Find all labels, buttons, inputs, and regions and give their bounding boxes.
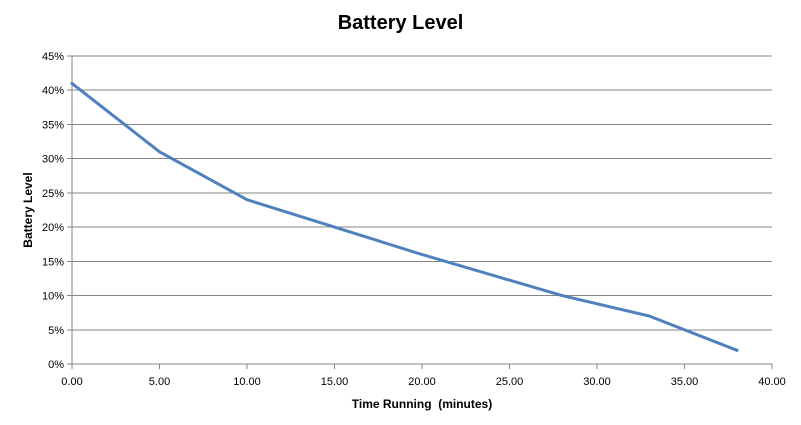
y-tick-label: 25% [42, 188, 64, 200]
x-tick-label: 0.00 [61, 376, 82, 388]
y-tick-label: 15% [42, 256, 64, 268]
y-tick-label: 45% [42, 51, 64, 63]
x-tick-label: 10.00 [233, 376, 261, 388]
x-tick-label: 5.00 [149, 376, 170, 388]
data-point [70, 81, 74, 85]
data-point [735, 348, 739, 352]
chart-title: Battery Level [337, 12, 464, 34]
x-tick-label: 25.00 [496, 376, 524, 388]
y-tick-label: 10% [42, 291, 64, 303]
data-point [245, 198, 249, 202]
data-point [420, 252, 424, 256]
data-point [648, 314, 651, 318]
x-tick-label: 20.00 [408, 376, 436, 388]
x-axis-label: Time Running (minutes) [351, 397, 493, 411]
y-tick-label: 40% [42, 85, 64, 97]
y-tick-label: 30% [42, 154, 64, 166]
y-tick-label: 20% [42, 222, 64, 234]
y-axis-label: Battery Level [21, 172, 35, 248]
x-tick-label: 40.00 [758, 376, 786, 388]
y-tick-label: 5% [48, 325, 64, 337]
data-point [560, 294, 564, 298]
data-point [158, 150, 161, 154]
data-point [333, 225, 336, 229]
x-tick-label: 35.00 [671, 376, 699, 388]
y-tick-label: 35% [42, 119, 64, 131]
series-line [70, 81, 739, 352]
x-tick-label: 15.00 [321, 376, 349, 388]
y-tick-label: 0% [48, 359, 64, 371]
x-tick-label: 30.00 [583, 376, 611, 388]
